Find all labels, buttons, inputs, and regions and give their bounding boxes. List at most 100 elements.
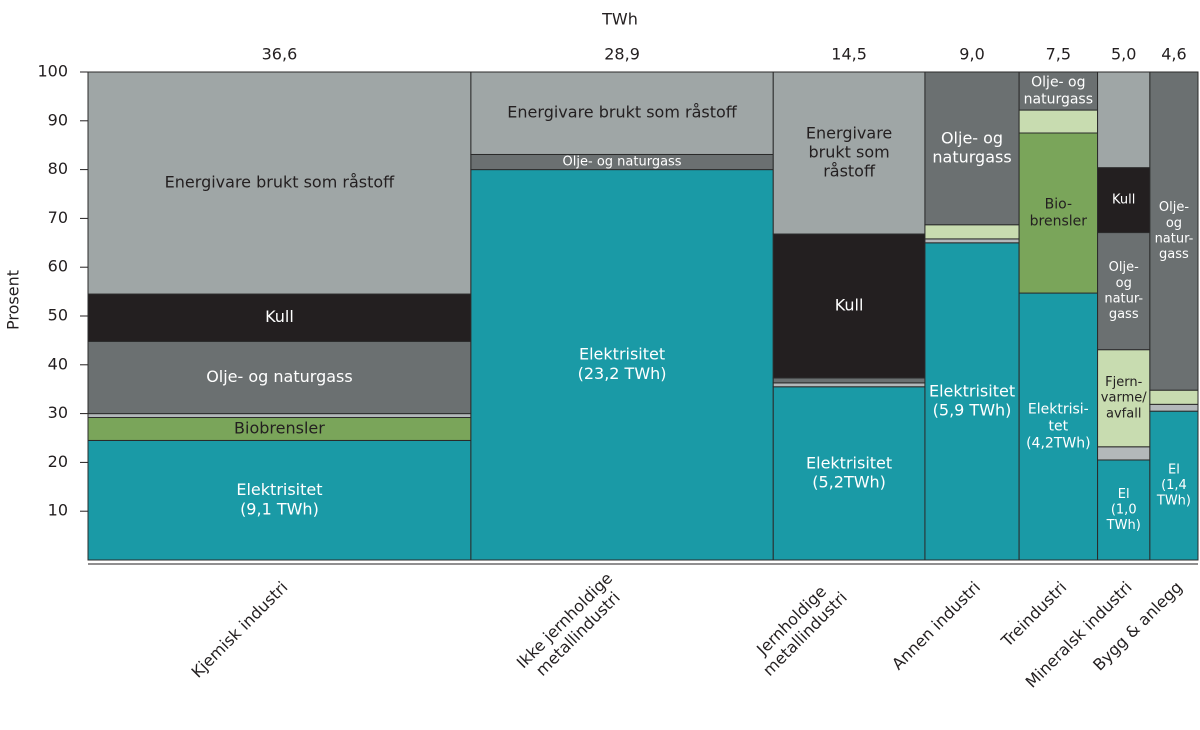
segment [87,71,472,295]
segment-label: Biobrensler [234,418,325,437]
column-width-label: 7,5 [1046,45,1071,64]
segment-label: natur- [1155,231,1194,246]
y-tick-label: 40 [48,354,68,373]
segment-label: gass [1109,307,1139,322]
segment-label: gass [1159,247,1189,262]
segment [1097,459,1151,561]
y-tick-label: 50 [48,306,68,325]
y-tick-label: 90 [48,110,68,129]
segment [1018,292,1099,561]
segment-label: (5,9 TWh) [933,401,1012,420]
segment-label: Olje- [1159,200,1189,215]
segment-label: TWh) [1106,518,1141,533]
segment-label: brensler [1030,213,1088,229]
segment-label: Bio- [1045,197,1072,213]
column-width-label: 28,9 [604,45,640,64]
column-width-label: 9,0 [959,45,984,64]
column-width-label: 14,5 [831,45,867,64]
segment [1018,109,1099,134]
segment [924,238,1020,244]
segment-label: (4,2TWh) [1026,435,1090,451]
x-tick-label: Bygg & anlegg [1089,578,1186,675]
segment-label: Fjern- [1105,375,1142,390]
segment-label: Elektrisitet [806,453,892,472]
segment-label: natur- [1104,291,1143,306]
segment-label: Olje- [1109,260,1139,275]
y-tick-label: 30 [48,403,68,422]
x-tick-label: Annen industri [888,578,984,674]
segment [1097,232,1151,351]
segment [87,413,472,419]
y-tick-label: 100 [37,62,68,81]
segment [470,169,774,561]
y-axis-label: Prosent [4,270,23,330]
y-tick-label: 60 [48,257,68,276]
segment [1097,349,1151,448]
segment-label: Kull [265,307,294,326]
segment-label: TWh) [1156,494,1191,509]
segment-label: Olje- og naturgass [206,367,353,386]
segment [924,71,1020,226]
y-tick-label: 10 [48,501,68,520]
segment [772,382,926,388]
category-label: Bygg & anlegg [1089,578,1186,675]
segment [470,71,774,155]
segment [772,233,926,379]
segment-label: (1,0 [1111,502,1137,517]
segment [1097,446,1151,461]
segment-label: Energivare [806,123,892,142]
segment-label: råstoff [823,162,876,181]
segment-label: (23,2 TWh) [578,364,667,383]
segment-label: Elektrisitet [579,345,665,364]
segment-label: Olje- og naturgass [563,155,682,170]
segment-label: Kull [1112,193,1135,208]
segment [1149,410,1199,561]
segment-label: Energivare brukt som råstoff [165,173,396,192]
segment-label: El [1118,487,1130,502]
y-tick-label: 20 [48,452,68,471]
x-tick-label: Kjemisk industri [188,578,292,682]
segment-label: El [1168,462,1180,477]
category-label: Annen industri [888,578,984,674]
segment [772,377,926,384]
category-label: Kjemisk industri [188,578,292,682]
segment [1149,389,1199,405]
column-width-label: 4,6 [1161,45,1186,64]
segment [1018,71,1099,111]
segment-label: naturgass [1024,91,1093,107]
y-tick-label: 80 [48,159,68,178]
segment-label: Elektrisitet [929,381,1015,400]
segment [772,386,926,561]
segment [87,293,472,342]
segment-label: tet [1049,419,1069,435]
segment-label: Energivare brukt som råstoff [507,103,738,122]
segment-label: varme/ [1101,391,1147,406]
segment-label: Kull [835,295,864,314]
segment-label: Elektrisi- [1028,402,1089,418]
segment [924,224,1020,240]
segment-label: (1,4 [1161,478,1187,493]
column-width-label: 36,6 [262,45,298,64]
segment [1097,71,1151,169]
segment-label: avfall [1106,406,1141,421]
segment-label: og [1166,216,1182,231]
segment [924,242,1020,561]
segment-label: naturgass [932,147,1011,166]
y-tick-label: 70 [48,208,68,227]
segment-label: Olje- og [1031,75,1085,91]
segment-label: Olje- og [941,128,1003,147]
segment [1097,167,1151,234]
segment [1149,403,1199,412]
segment [1149,71,1199,391]
segment [87,340,472,415]
column-width-label: 5,0 [1111,45,1136,64]
segment-label: (5,2TWh) [812,472,886,491]
segment-label: (9,1 TWh) [240,499,319,518]
segment-label: Elektrisitet [236,480,322,499]
segment-label: og [1116,276,1132,291]
chart-title: TWh [601,10,638,29]
segment-label: brukt som [808,143,889,162]
